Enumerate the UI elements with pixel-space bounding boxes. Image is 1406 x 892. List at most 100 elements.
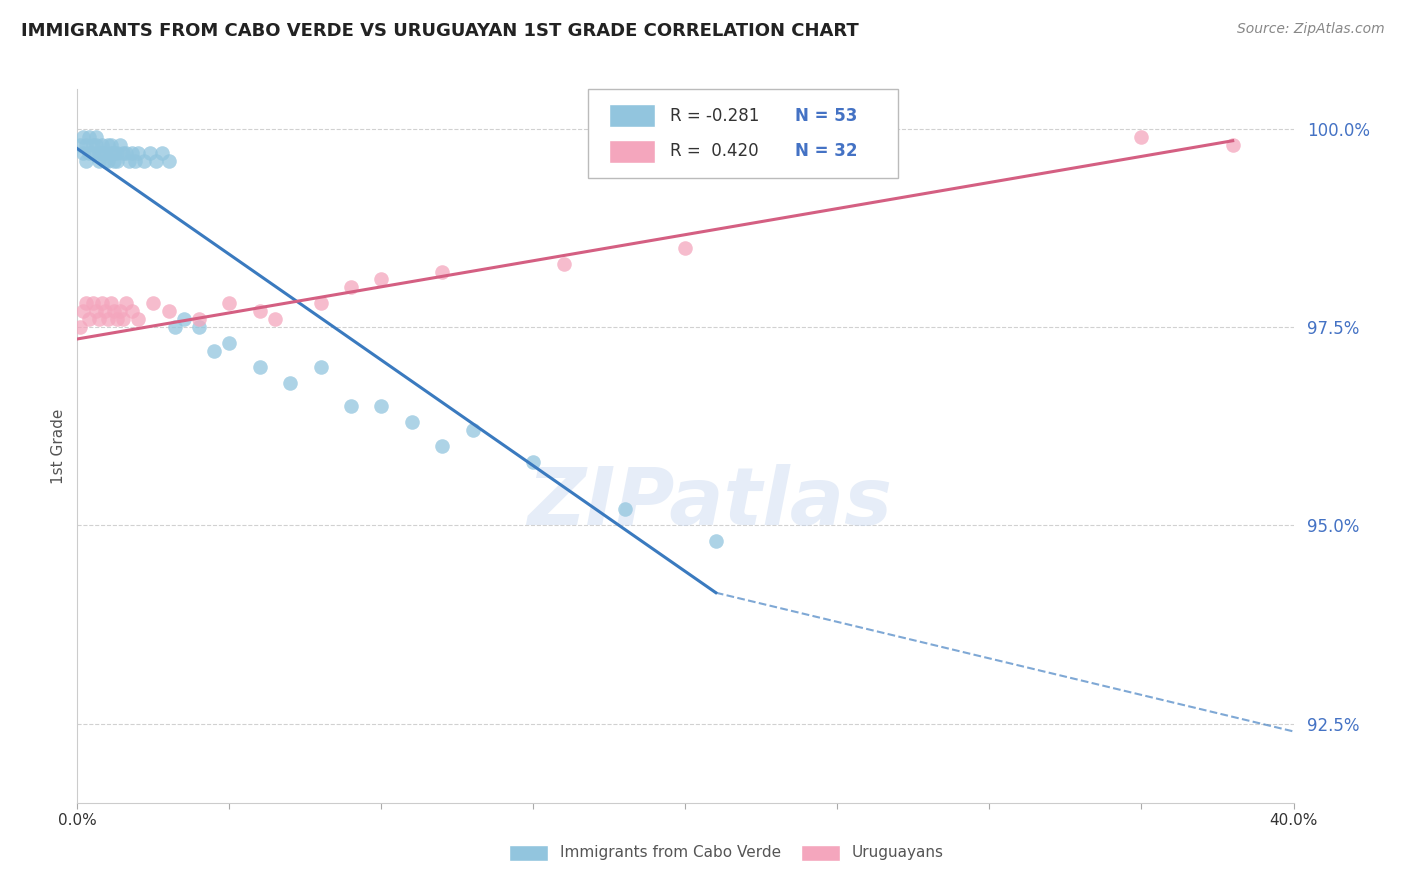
Point bbox=[430, 264, 453, 278]
Point bbox=[108, 304, 131, 318]
Point bbox=[75, 296, 97, 310]
Point bbox=[401, 415, 423, 429]
Point bbox=[97, 153, 120, 168]
Point bbox=[84, 129, 107, 144]
Point bbox=[105, 312, 128, 326]
Text: Uruguayans: Uruguayans bbox=[852, 846, 943, 860]
Point bbox=[430, 439, 453, 453]
FancyBboxPatch shape bbox=[609, 140, 655, 162]
Point bbox=[127, 145, 149, 160]
Point bbox=[173, 312, 195, 326]
Point bbox=[553, 257, 575, 271]
Point bbox=[97, 137, 120, 152]
Point bbox=[93, 153, 115, 168]
FancyBboxPatch shape bbox=[588, 89, 898, 178]
Text: Source: ZipAtlas.com: Source: ZipAtlas.com bbox=[1237, 22, 1385, 37]
Point bbox=[139, 145, 162, 160]
Point bbox=[105, 145, 128, 160]
FancyBboxPatch shape bbox=[801, 845, 839, 861]
Text: N = 53: N = 53 bbox=[794, 107, 858, 125]
Point bbox=[79, 312, 101, 326]
Point bbox=[188, 320, 211, 334]
Point bbox=[82, 296, 104, 310]
Text: R =  0.420: R = 0.420 bbox=[669, 143, 758, 161]
Point bbox=[370, 272, 392, 286]
Point bbox=[157, 153, 180, 168]
Point bbox=[90, 296, 112, 310]
Point bbox=[152, 145, 174, 160]
Point bbox=[340, 400, 363, 414]
Point bbox=[202, 343, 225, 358]
Point bbox=[115, 296, 138, 310]
Point bbox=[142, 296, 165, 310]
Point bbox=[127, 312, 149, 326]
Point bbox=[249, 304, 271, 318]
Point bbox=[87, 312, 110, 326]
Point bbox=[522, 455, 544, 469]
FancyBboxPatch shape bbox=[509, 845, 548, 861]
Point bbox=[111, 145, 134, 160]
Text: N = 32: N = 32 bbox=[794, 143, 858, 161]
Point bbox=[97, 312, 120, 326]
Point bbox=[82, 145, 104, 160]
Point bbox=[218, 296, 240, 310]
Point bbox=[90, 145, 112, 160]
Point bbox=[87, 153, 110, 168]
Point bbox=[75, 153, 97, 168]
Point bbox=[1130, 129, 1153, 144]
Y-axis label: 1st Grade: 1st Grade bbox=[51, 409, 66, 483]
Point bbox=[103, 304, 125, 318]
Point bbox=[93, 145, 115, 160]
Point bbox=[103, 153, 125, 168]
Point bbox=[1222, 137, 1244, 152]
Text: ZIPatlas: ZIPatlas bbox=[527, 464, 893, 542]
Point bbox=[340, 280, 363, 294]
Point bbox=[103, 145, 125, 160]
Point bbox=[157, 304, 180, 318]
Point bbox=[69, 320, 91, 334]
Point bbox=[84, 304, 107, 318]
Point bbox=[108, 137, 131, 152]
Point bbox=[461, 423, 484, 437]
Point bbox=[121, 304, 143, 318]
Point bbox=[100, 296, 122, 310]
Point bbox=[90, 137, 112, 152]
Point bbox=[82, 137, 104, 152]
Point bbox=[249, 359, 271, 374]
FancyBboxPatch shape bbox=[609, 104, 655, 127]
Point bbox=[93, 304, 115, 318]
Point bbox=[218, 335, 240, 350]
Point bbox=[115, 145, 138, 160]
Point bbox=[309, 359, 332, 374]
Point bbox=[163, 320, 186, 334]
Point bbox=[704, 534, 727, 549]
Point bbox=[613, 502, 636, 516]
Text: IMMIGRANTS FROM CABO VERDE VS URUGUAYAN 1ST GRADE CORRELATION CHART: IMMIGRANTS FROM CABO VERDE VS URUGUAYAN … bbox=[21, 22, 859, 40]
Point bbox=[72, 304, 94, 318]
Point bbox=[72, 129, 94, 144]
Point bbox=[79, 145, 101, 160]
Point bbox=[79, 129, 101, 144]
Point bbox=[105, 153, 128, 168]
Point bbox=[100, 145, 122, 160]
Text: R = -0.281: R = -0.281 bbox=[669, 107, 759, 125]
Point bbox=[100, 137, 122, 152]
Point bbox=[264, 312, 287, 326]
Point bbox=[675, 241, 697, 255]
Point bbox=[370, 400, 392, 414]
Text: Immigrants from Cabo Verde: Immigrants from Cabo Verde bbox=[560, 846, 782, 860]
Point bbox=[72, 145, 94, 160]
Point bbox=[87, 145, 110, 160]
Point bbox=[121, 145, 143, 160]
Point bbox=[309, 296, 332, 310]
Point bbox=[69, 137, 91, 152]
Point bbox=[278, 376, 301, 390]
Point bbox=[111, 312, 134, 326]
Point bbox=[84, 137, 107, 152]
Point bbox=[124, 153, 146, 168]
Point bbox=[188, 312, 211, 326]
Point bbox=[75, 137, 97, 152]
Point bbox=[118, 153, 141, 168]
Point bbox=[145, 153, 167, 168]
Point bbox=[134, 153, 156, 168]
